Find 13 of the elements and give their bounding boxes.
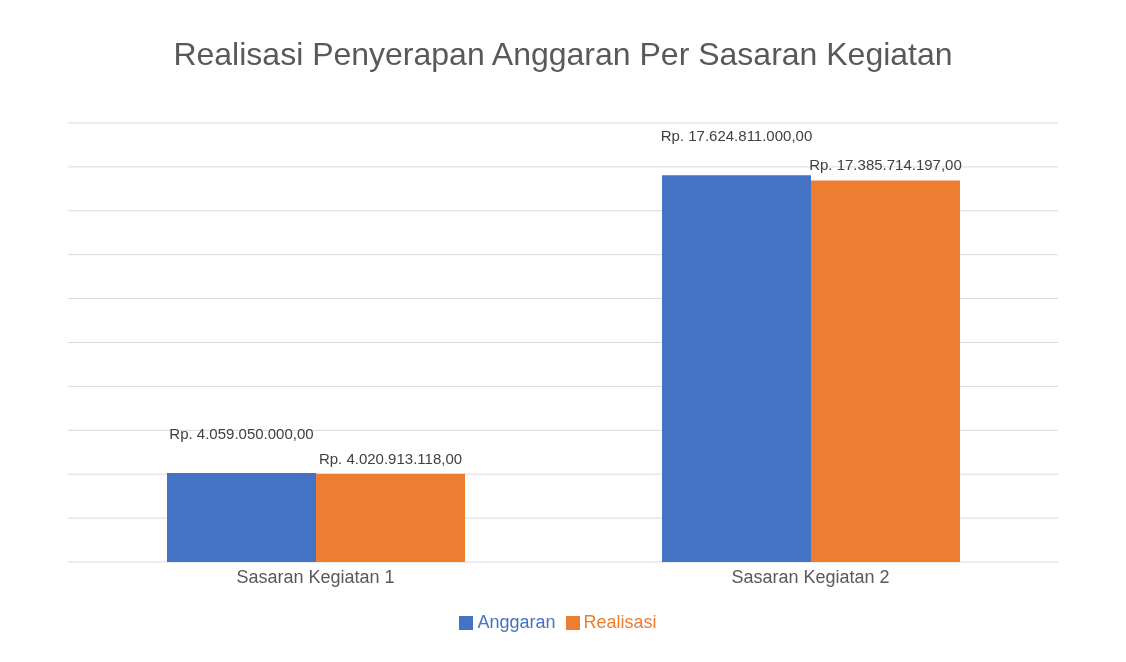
x-tick-label: Sasaran Kegiatan 2 [731,566,890,587]
data-label: Rp. 17.385.714.197,00 [809,156,962,174]
bar [662,175,811,562]
bar [167,472,316,562]
x-tick-label: Sasaran Kegiatan 1 [236,566,395,587]
data-label: Rp. 4.020.913.118,00 [318,449,463,467]
legend-label: Anggaran [477,612,556,632]
chart-title: Realisasi Penyerapan Anggaran Per Sasaran Kegiatan [172,35,954,73]
bar [811,180,960,562]
data-label: Rp. 17.624.811.000,00 [660,127,813,145]
legend-label: Realisasi [583,612,657,632]
bar [316,473,465,562]
data-label: Rp. 4.059.050.000,00 [169,424,314,442]
